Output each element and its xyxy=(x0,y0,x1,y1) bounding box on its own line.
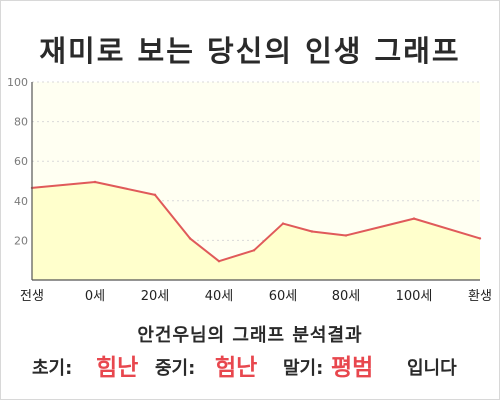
x-tick-label: 40세 xyxy=(205,289,234,304)
x-tick-label: 100세 xyxy=(396,289,433,304)
data-point-7 xyxy=(310,230,314,233)
data-point-6 xyxy=(281,222,285,225)
late-label: 말기: xyxy=(283,358,324,379)
data-point-2 xyxy=(153,193,157,197)
series-area xyxy=(32,181,480,280)
early-label: 초기: xyxy=(32,358,73,379)
result-suffix: 입니다 xyxy=(407,358,457,379)
x-tick-label: 20세 xyxy=(141,289,170,304)
analysis-result: 초기: 힘난 중기: 험난 말기: 평범 입니다 xyxy=(0,346,500,382)
life-graph-chart: 20 40 60 80 100 전생 0세 20세 40세 60세 80세 100세 환생 xyxy=(7,76,492,304)
data-point-5 xyxy=(252,249,256,252)
y-tick-label: 60 xyxy=(14,155,28,168)
early-value: 힘난 xyxy=(96,355,139,381)
x-tick-label: 전생 xyxy=(20,289,44,304)
data-point-10 xyxy=(478,237,482,240)
late-value: 평범 xyxy=(331,355,374,381)
middle-label: 중기: xyxy=(155,358,196,379)
x-tick-label: 60세 xyxy=(269,289,298,304)
page-title: 재미로 보는 당신의 인생 그래프 xyxy=(39,34,461,68)
x-tick-label: 환생 xyxy=(468,289,492,304)
x-tick-label: 80세 xyxy=(332,289,361,304)
data-point-9 xyxy=(412,217,416,220)
x-tick-label: 0세 xyxy=(85,289,105,304)
data-point-8 xyxy=(344,234,348,237)
y-tick-label: 80 xyxy=(14,116,28,129)
y-tick-label: 40 xyxy=(14,195,28,208)
middle-value: 험난 xyxy=(215,355,258,381)
y-tick-label: 20 xyxy=(14,234,28,247)
data-point-3 xyxy=(188,237,192,240)
y-tick-label: 100 xyxy=(7,76,28,89)
analysis-subtitle: 안건우님의 그래프 분석결과 xyxy=(137,325,363,346)
data-point-4 xyxy=(217,259,221,263)
data-point-1 xyxy=(93,180,97,184)
